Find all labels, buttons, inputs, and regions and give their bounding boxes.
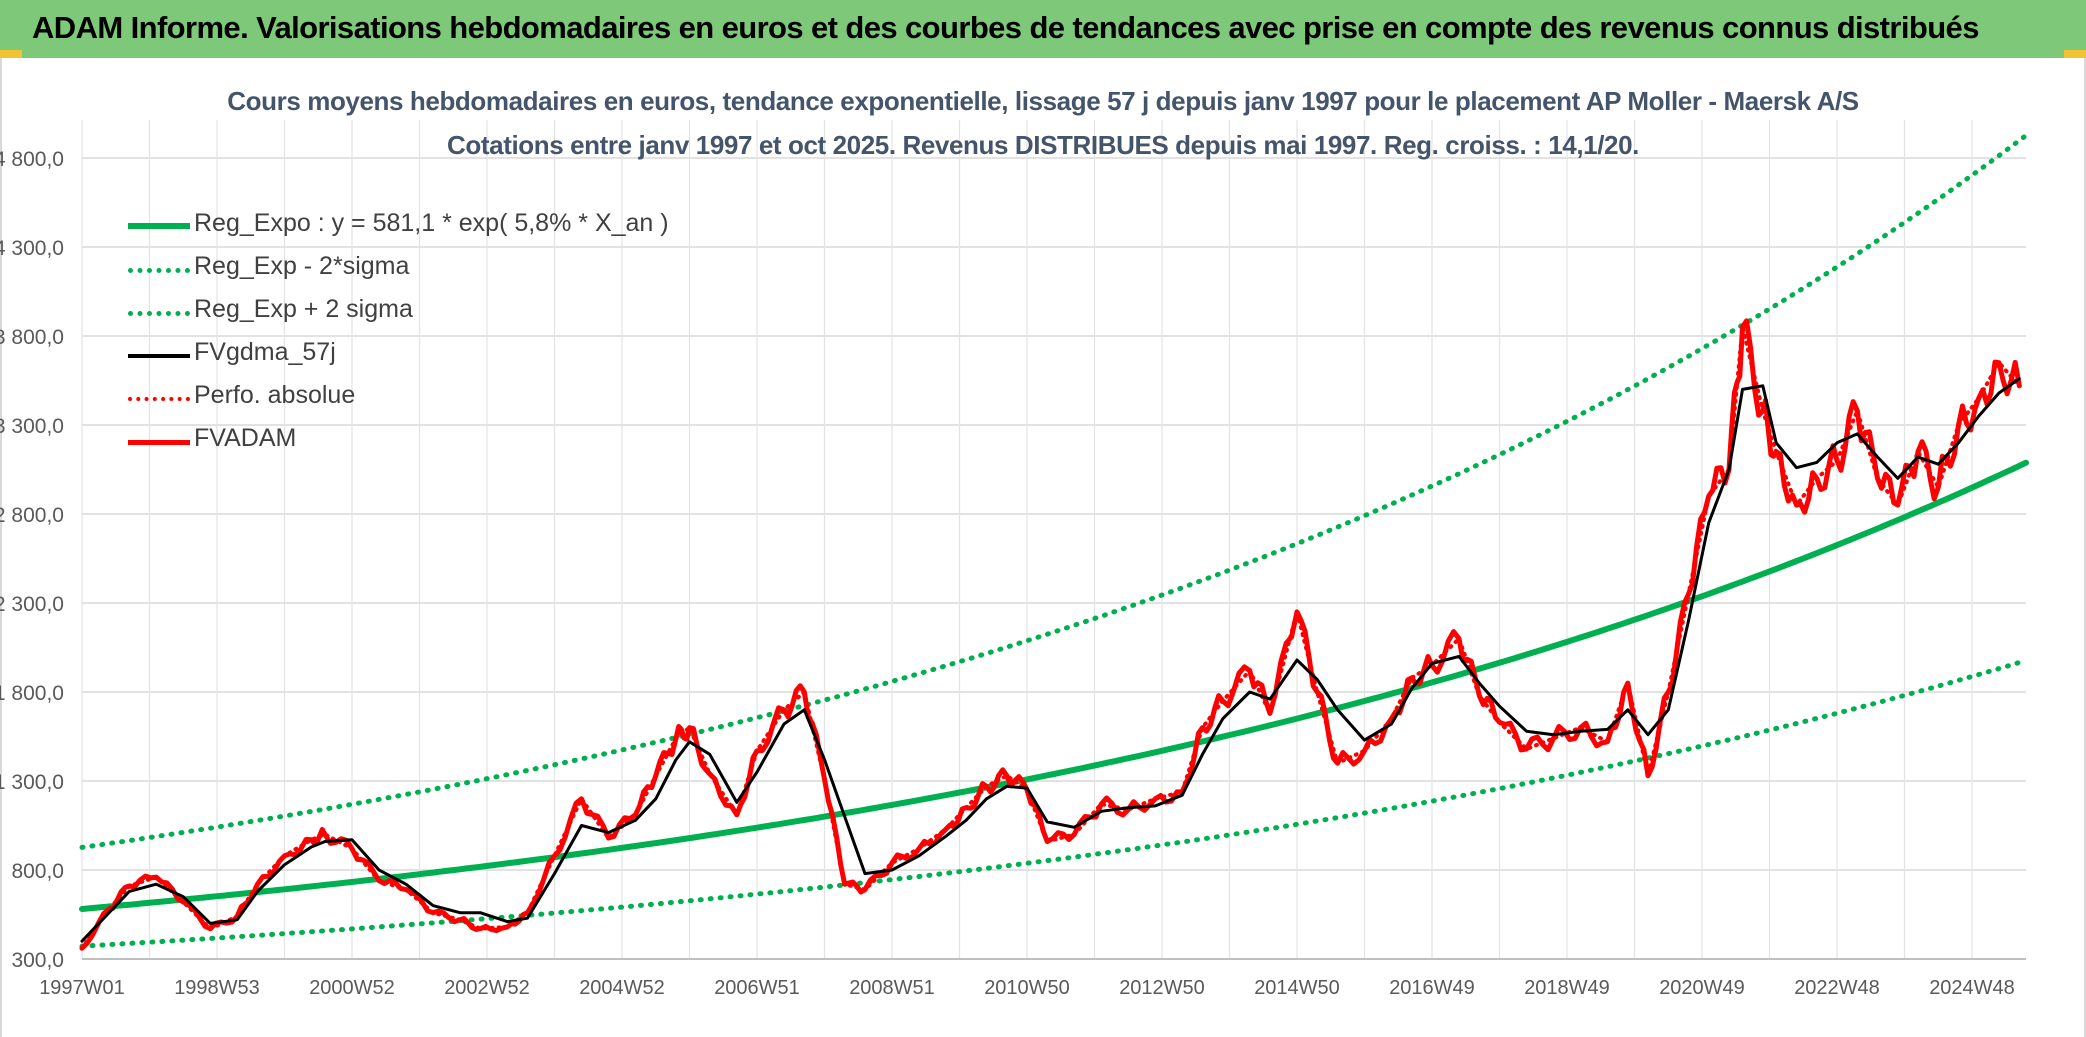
legend-swatch-reg-exp-minus: [128, 268, 190, 273]
y-tick-label: 2 800,0: [0, 504, 64, 527]
legend-label-reg-exp-plus: Reg_Exp + 2 sigma: [194, 295, 413, 323]
reg-exp-plus-2sigma-line: [79, 133, 2029, 850]
y-tick-label: 2 300,0: [0, 593, 64, 616]
y-tick-label: 1 800,0: [0, 682, 64, 705]
legend-swatch-fvgdma: [128, 354, 190, 358]
x-axis-ticks: 1997W01 1998W53 2000W52 2002W52 2004W52 2006W…: [39, 977, 2015, 999]
legend-label-fvgdma: FVgdma_57j: [194, 338, 336, 366]
fvgdma-57j-line: [80, 377, 2021, 943]
legend-swatch-reg-expo: [128, 223, 190, 229]
x-tick-label: 2022W48: [1794, 977, 1880, 999]
legend-swatch-fvadam: [128, 440, 190, 445]
y-tick-label: 3 800,0: [0, 326, 64, 349]
report-title: ADAM Informe. Valorisations hebdomadaire…: [32, 10, 1979, 45]
banner-corner-right: [2064, 50, 2086, 58]
grid: [81, 120, 2026, 960]
legend-label-reg-expo: Reg_Expo : y = 581,1 * exp( 5,8% * X_an …: [194, 209, 669, 237]
legend-swatch-perfo: [128, 397, 190, 401]
x-tick-label: 2008W51: [849, 977, 935, 999]
x-tick-label: 2016W49: [1389, 977, 1475, 999]
series-lines: [79, 133, 2029, 951]
x-tick-label: 2004W52: [579, 977, 665, 999]
x-tick-label: 2006W51: [714, 977, 800, 999]
y-tick-label: 4 800,0: [0, 148, 64, 171]
x-tick-label: 1997W01: [39, 977, 125, 999]
legend-label-perfo: Perfo. absolue: [194, 381, 356, 409]
y-tick-label: 4 300,0: [0, 237, 64, 260]
x-tick-label: 2018W49: [1524, 977, 1610, 999]
reg-expo-line: [79, 459, 2029, 912]
chart-title: Cours moyens hebdomadaires en euros, ten…: [227, 86, 1859, 116]
x-tick-label: 2012W50: [1119, 977, 1205, 999]
reg-exp-minus-2sigma-line: [79, 658, 2029, 949]
y-tick-label: 3 300,0: [0, 415, 64, 438]
fvadam-line: [79, 318, 2022, 951]
chart-frame: [0, 58, 2086, 1037]
banner-corner-left: [0, 50, 22, 58]
x-tick-label: 2024W48: [1929, 977, 2015, 999]
x-tick-label: 1998W53: [174, 977, 260, 999]
x-tick-label: 2020W49: [1659, 977, 1745, 999]
legend-label-fvadam: FVADAM: [194, 424, 297, 452]
x-tick-label: 2000W52: [309, 977, 395, 999]
perfo-absolue-line: [80, 325, 2022, 951]
y-axis-ticks: 300,0 800,0 1 300,0 1 800,0 2 300,0 2 800,0 3 …: [0, 148, 64, 972]
x-tick-label: 2002W52: [444, 977, 530, 999]
x-tick-label: 2014W50: [1254, 977, 1340, 999]
y-tick-label: 300,0: [11, 949, 64, 972]
legend-label-reg-exp-minus: Reg_Exp - 2*sigma: [194, 252, 410, 280]
y-tick-label: 800,0: [11, 860, 64, 883]
legend-swatch-reg-exp-plus: [128, 311, 190, 316]
x-tick-label: 2010W50: [984, 977, 1070, 999]
report-banner: ADAM Informe. Valorisations hebdomadaire…: [0, 0, 2086, 58]
y-tick-label: 1 300,0: [0, 771, 64, 794]
chart-subtitle: Cotations entre janv 1997 et oct 2025. R…: [447, 130, 1639, 160]
